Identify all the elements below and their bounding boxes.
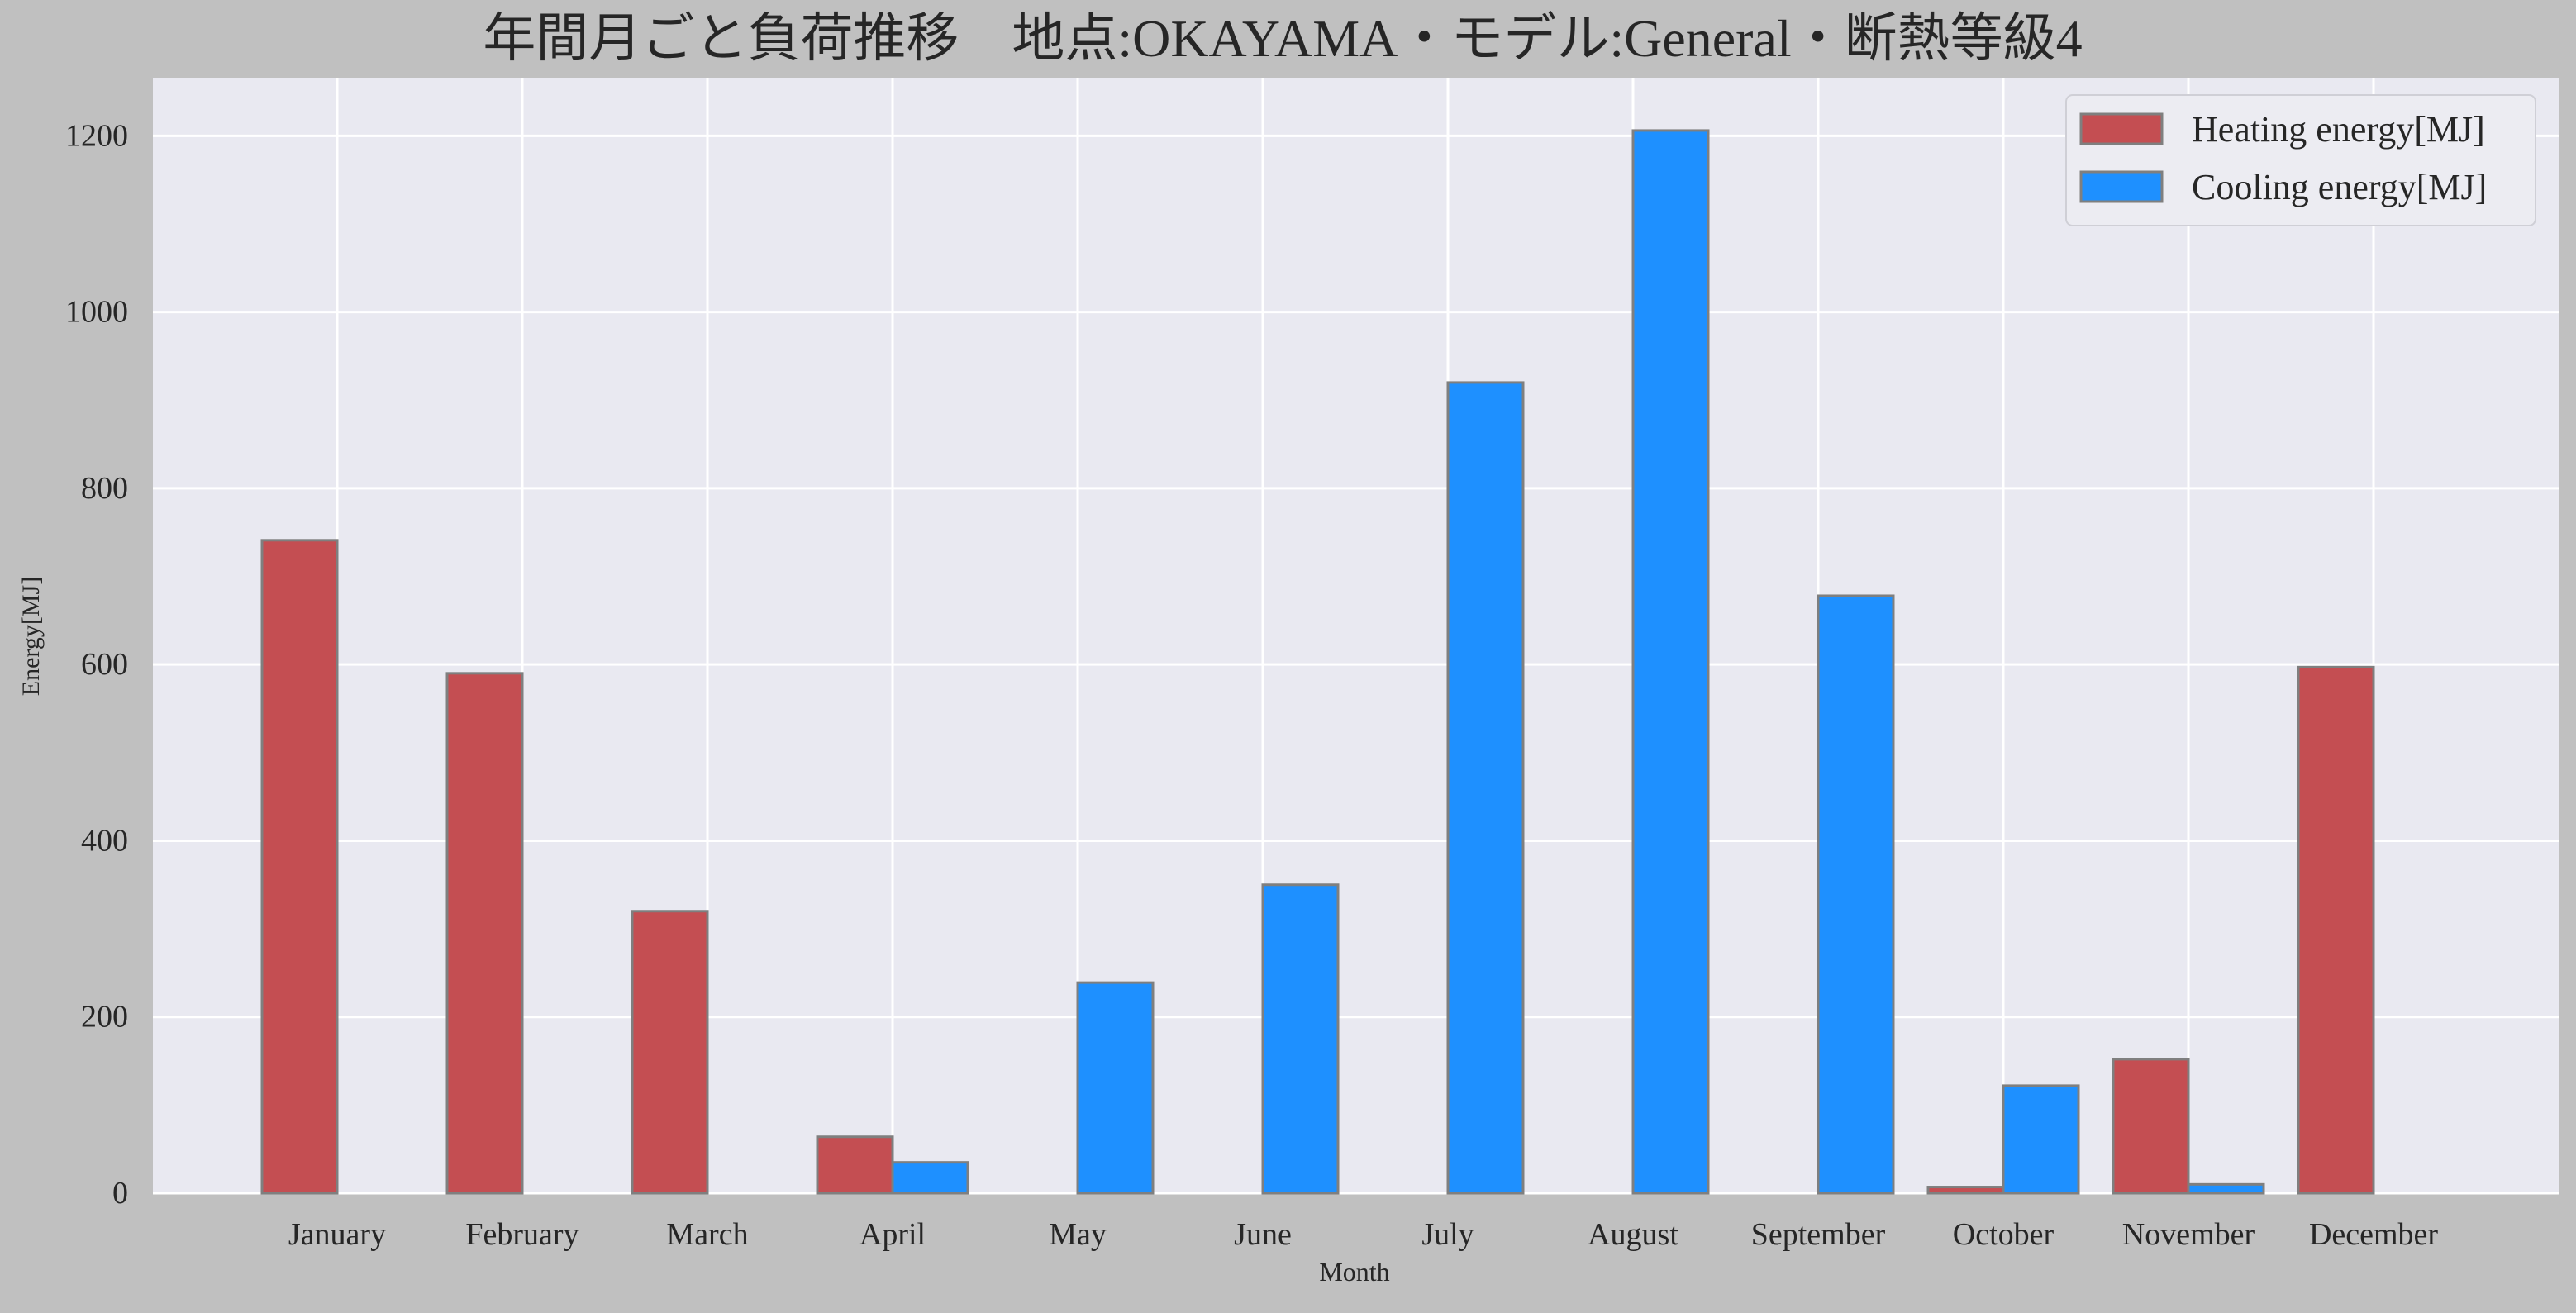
x-tick-label: May: [1049, 1217, 1107, 1252]
bar-heating-march: [631, 910, 709, 1195]
y-tick-label: 1200: [65, 118, 128, 153]
bar-cooling-november: [2187, 1182, 2265, 1195]
legend-label: Heating energy[MJ]: [2192, 109, 2485, 150]
y-tick-label: 800: [81, 471, 128, 506]
bar-heating-april: [816, 1135, 894, 1195]
bar-cooling-june: [1261, 883, 1340, 1195]
x-tick-label: February: [465, 1217, 579, 1252]
bar-heating-october: [1926, 1186, 2005, 1195]
x-tick-label: December: [2309, 1217, 2438, 1252]
x-tick-label: January: [288, 1217, 386, 1252]
bar-heating-november: [2112, 1058, 2190, 1195]
chart-title: 年間月ごと負荷推移 地点:OKAYAMA・モデル:General・断熱等級4: [483, 9, 2082, 68]
x-tick-label: June: [1234, 1217, 1292, 1252]
x-tick-label: October: [1953, 1217, 2055, 1252]
bar-cooling-august: [1631, 129, 1710, 1195]
y-tick-label: 400: [81, 823, 128, 858]
y-tick-label: 600: [81, 647, 128, 682]
bar-heating-december: [2297, 665, 2375, 1195]
x-tick-label: November: [2122, 1217, 2255, 1252]
legend-box: [2065, 94, 2536, 226]
x-tick-label: August: [1588, 1217, 1678, 1252]
x-tick-label: July: [1421, 1217, 1474, 1252]
bar-cooling-october: [2002, 1084, 2080, 1195]
bar-cooling-may: [1076, 981, 1155, 1195]
x-axis-ticks: January February March April May June July Augu…: [288, 1217, 2438, 1252]
y-tick-label: 0: [112, 1176, 128, 1211]
x-tick-label: September: [1751, 1217, 1886, 1252]
y-axis-ticks: 0 200 400 600 800 1000 1200: [65, 118, 128, 1211]
x-axis-label: Month: [1319, 1257, 1389, 1287]
legend-swatch: [2079, 170, 2164, 203]
bar-heating-january: [260, 539, 339, 1195]
legend-swatch: [2079, 112, 2164, 145]
bar-cooling-april: [891, 1161, 969, 1195]
bar-heating-february: [445, 672, 524, 1195]
x-tick-label: April: [859, 1217, 926, 1252]
bars: [260, 129, 2375, 1195]
y-axis-label: Energy[MJ]: [17, 577, 45, 696]
bar-cooling-september: [1817, 594, 1895, 1195]
x-tick-label: March: [666, 1217, 748, 1252]
y-tick-label: 200: [81, 1000, 128, 1035]
y-tick-label: 1000: [65, 295, 128, 330]
bar-cooling-july: [1446, 381, 1525, 1195]
legend: Heating energy[MJ] Cooling energy[MJ]: [2065, 94, 2536, 226]
plot-area: [153, 78, 2559, 1193]
legend-label: Cooling energy[MJ]: [2192, 167, 2487, 207]
